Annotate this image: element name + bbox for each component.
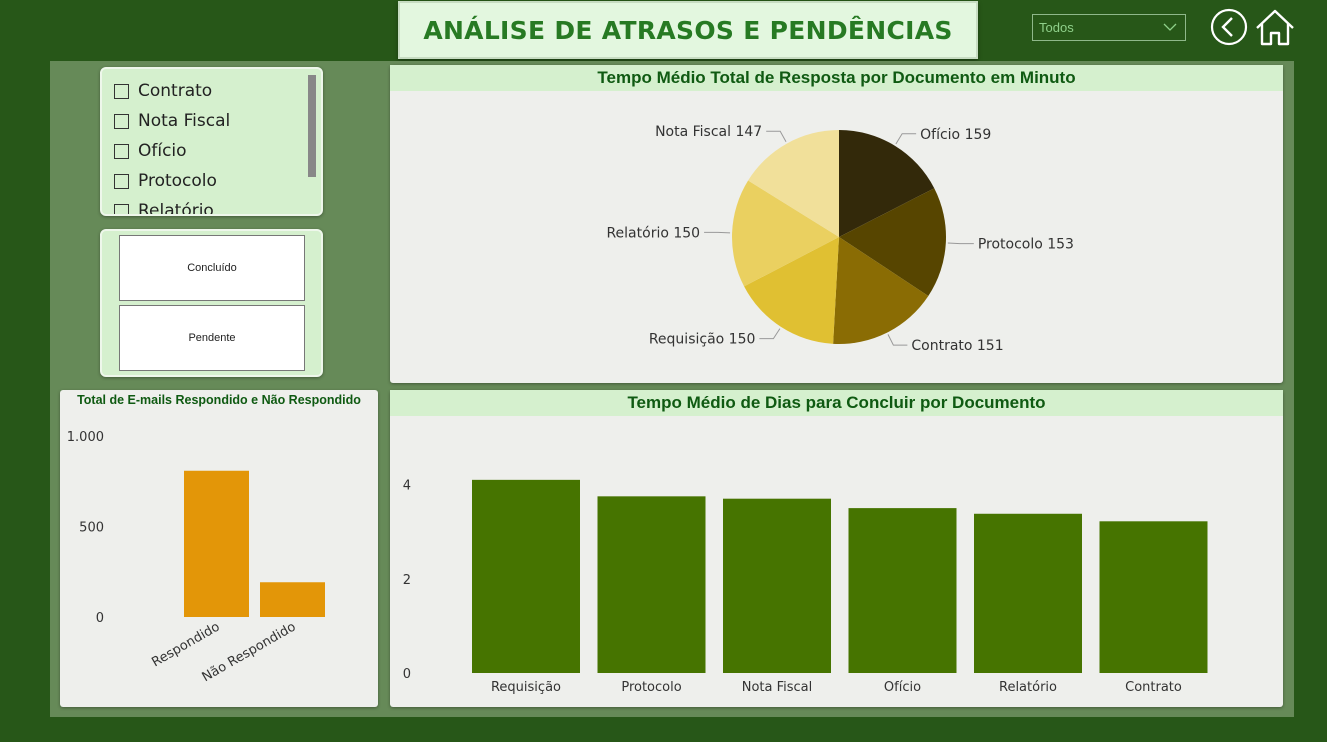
pie-slice-of-cio: [839, 130, 935, 237]
slicer-scrollbar[interactable]: [308, 75, 316, 177]
slicer-item-label: Protocolo: [138, 171, 217, 191]
bar-chart-title: Tempo Médio de Dias para Concluir por Do…: [390, 390, 1283, 416]
pie-leader-line: [887, 334, 908, 346]
pie-label: Contrato 151: [911, 338, 1003, 354]
document-type-slicer: Contrato Nota Fiscal Ofício Protocolo Re…: [100, 67, 323, 216]
pie-leader-line: [766, 130, 787, 142]
status-slicer: Concluído Pendente: [100, 229, 323, 377]
email-chart-card: Total de E-mails Respondido e Não Respon…: [60, 390, 378, 707]
bar-nota-fiscal: [723, 498, 831, 673]
filter-dropdown[interactable]: Todos: [1032, 14, 1186, 41]
page-title: ANÁLISE DE ATRASOS E PENDÊNCIAS: [423, 15, 953, 45]
checkbox[interactable]: [114, 113, 129, 129]
bar-contrato: [1099, 521, 1208, 673]
bar-n-o-respondido: [260, 582, 325, 617]
pie-slice-contrato: [833, 237, 929, 344]
checkbox[interactable]: [114, 83, 129, 99]
chevron-down-icon: [1163, 23, 1177, 31]
bar-respondido: [184, 470, 249, 617]
pie-label: Nota Fiscal 147: [655, 124, 762, 140]
x-tick-label: Relatório: [999, 680, 1057, 695]
tile-label: Pendente: [188, 332, 236, 344]
tile-label: Concluído: [187, 262, 237, 274]
x-tick-label: Ofício: [884, 680, 921, 695]
x-tick-label: Respondido: [149, 619, 222, 670]
y-tick-label: 2: [403, 573, 411, 588]
y-tick-label: 0: [96, 611, 104, 626]
bar-requisi-o: [472, 479, 580, 673]
pie-slice-relat-rio: [732, 180, 839, 287]
pie-chart-card: Tempo Médio Total de Resposta por Docume…: [390, 65, 1283, 383]
home-icon[interactable]: [1254, 8, 1296, 48]
bar-of-cio: [848, 508, 957, 673]
pie-slice-nota-fiscal: [748, 130, 839, 237]
y-tick-label: 0: [403, 667, 411, 682]
slicer-item-protocolo[interactable]: Protocolo: [114, 170, 217, 192]
pie-leader-line: [759, 328, 781, 340]
pie-leader-line: [895, 133, 917, 145]
checkbox[interactable]: [114, 203, 129, 214]
x-tick-label: Protocolo: [621, 680, 681, 695]
checkbox[interactable]: [114, 173, 129, 189]
slicer-item-contrato[interactable]: Contrato: [114, 80, 212, 102]
pie-chart-title: Tempo Médio Total de Resposta por Docume…: [390, 65, 1283, 91]
pie-label: Requisição 150: [649, 332, 756, 348]
slicer-item-nota-fiscal[interactable]: Nota Fiscal: [114, 110, 230, 132]
email-chart-title: Total de E-mails Respondido e Não Respon…: [77, 393, 361, 407]
checkbox[interactable]: [114, 143, 129, 159]
pie-label: Protocolo 153: [978, 237, 1074, 253]
x-tick-label: Contrato: [1125, 680, 1182, 695]
x-tick-label: Nota Fiscal: [742, 680, 813, 695]
tile-concluido[interactable]: Concluído: [119, 235, 305, 301]
slicer-item-label: Contrato: [138, 81, 213, 101]
y-tick-label: 500: [79, 521, 104, 536]
bar-protocolo: [597, 496, 706, 673]
filter-dropdown-value: Todos: [1039, 20, 1074, 35]
page-title-banner: ANÁLISE DE ATRASOS E PENDÊNCIAS: [398, 1, 978, 59]
bar-relat-rio: [974, 513, 1082, 673]
pie-slice-requisi-o: [744, 237, 839, 344]
pie-slice-protocolo: [839, 188, 946, 296]
pie-chart: Ofício 159 Protocolo 153 Contrato 151 Requi…: [606, 124, 1074, 354]
pie-label: Relatório 150: [606, 225, 700, 241]
slicer-item-oficio[interactable]: Ofício: [114, 140, 187, 162]
slicer-item-label: Relatório: [138, 201, 214, 216]
x-tick-label: Requisição: [491, 680, 561, 695]
slicer-item-label: Ofício: [138, 141, 187, 161]
pie-leader-line: [947, 242, 974, 245]
bar-chart-card: Tempo Médio de Dias para Concluir por Do…: [390, 390, 1283, 707]
pie-label: Ofício 159: [920, 127, 991, 143]
tile-pendente[interactable]: Pendente: [119, 305, 305, 371]
y-tick-label: 1.000: [67, 430, 104, 445]
y-tick-label: 4: [403, 479, 411, 494]
slicer-item-label: Nota Fiscal: [138, 111, 231, 131]
back-arrow-icon[interactable]: [1209, 8, 1249, 48]
slicer-item-relatorio[interactable]: Relatório: [114, 200, 214, 216]
bar-chart: 0 2 4 Requisição Protocolo Nota Fiscal Ofício R…: [403, 479, 1208, 695]
